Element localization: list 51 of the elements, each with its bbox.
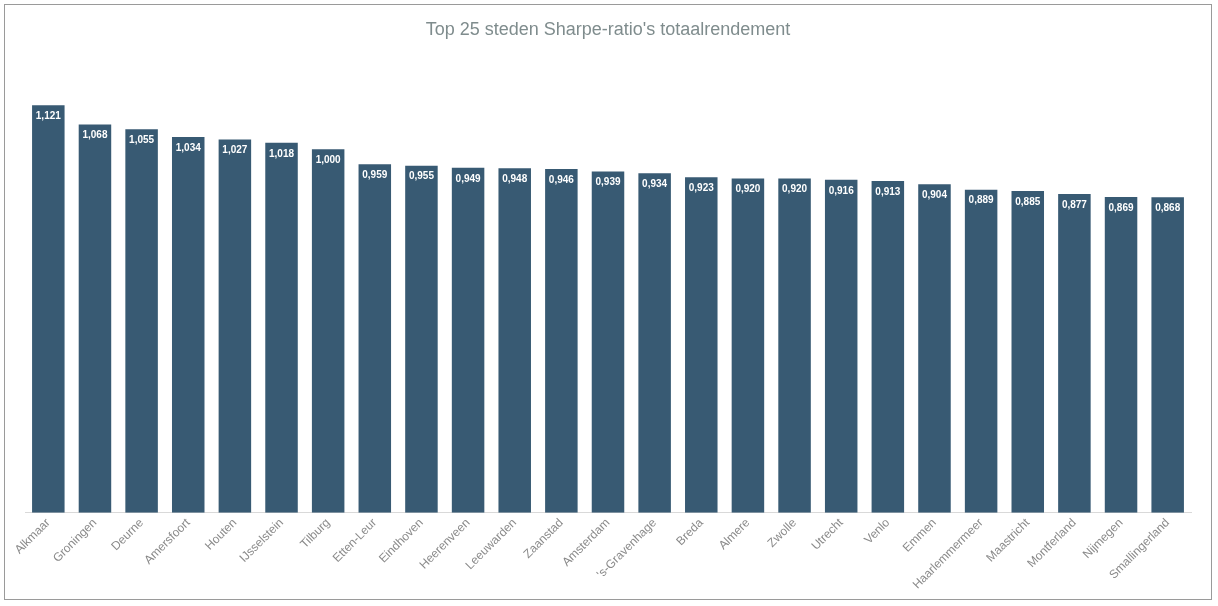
data-label: 0,948 [502,172,528,184]
data-label: 0,955 [408,170,435,182]
bar [638,173,671,513]
data-label: 0,889 [968,194,995,206]
bar [545,168,578,513]
data-label: 1,034 [175,141,202,153]
data-label: 0,949 [455,172,482,184]
data-label: 0,877 [1061,198,1088,210]
data-label: 1,000 [315,154,342,166]
data-label: 0,868 [1155,202,1181,214]
chart-title: Top 25 steden Sharpe-ratio's totaalrendement [425,18,791,39]
bar [311,149,345,513]
bar [731,178,765,513]
data-label: 1,068 [82,129,108,141]
data-label: 1,121 [35,110,62,122]
bar [1011,191,1045,513]
data-label: 0,959 [362,168,388,180]
data-label: 1,027 [222,144,248,156]
data-label: 0,920 [735,183,761,195]
bar [405,165,438,513]
bar [78,124,112,513]
data-label: 1,018 [269,147,295,159]
data-label: 0,939 [595,176,621,188]
bar [871,180,905,513]
data-label: 0,916 [828,184,855,196]
data-label: 0,913 [875,185,901,197]
bar [1058,194,1091,513]
bar [265,142,298,513]
data-label: 0,920 [782,183,808,195]
bar [824,179,858,513]
bar [125,129,158,513]
bar [218,139,252,513]
bar [964,189,998,513]
bar [451,167,485,513]
bar [498,168,531,513]
data-label: 0,934 [642,178,668,190]
data-label: 0,869 [1108,201,1134,213]
data-label: 0,946 [548,173,575,185]
bar [1104,196,1138,513]
bar [591,171,625,513]
bar [171,136,205,513]
data-label: 1,055 [129,134,155,146]
bar [778,178,811,513]
bar [1151,197,1184,513]
data-label: 0,885 [1015,195,1041,207]
bar [918,184,951,513]
bar [358,164,392,513]
data-label: 0,904 [921,188,948,200]
bar [685,177,718,513]
data-label: 0,923 [688,182,715,194]
bar [32,105,65,513]
